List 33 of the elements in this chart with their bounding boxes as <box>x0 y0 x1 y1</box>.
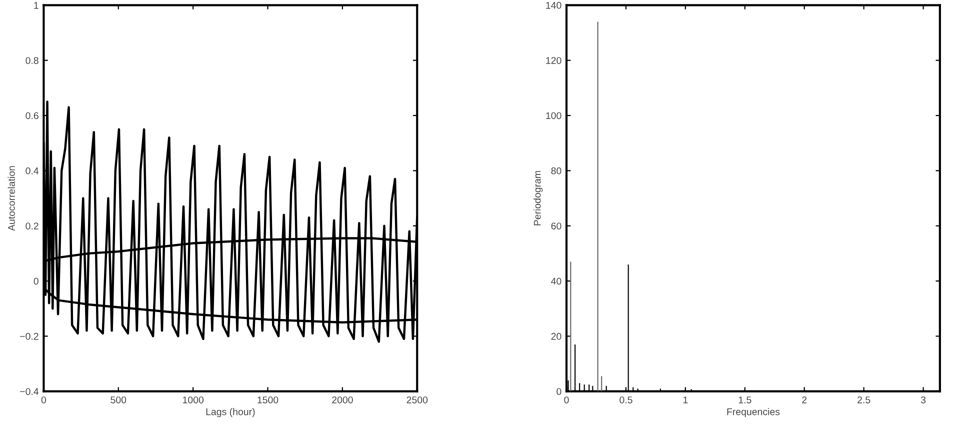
y-tick-label: 0.6 <box>26 112 38 120</box>
y-tick-label: 0.8 <box>26 57 38 64</box>
x-tick-label: 2500 <box>406 396 428 404</box>
x-tick-label: 1000 <box>182 396 204 404</box>
x-axis-title: Lags (hour) <box>206 408 255 418</box>
y-tick-label: 120 <box>546 57 562 64</box>
x-tick-label: 0 <box>41 396 46 404</box>
y-tick-label: 0 <box>34 278 38 285</box>
y-tick-label: −0.4 <box>20 388 39 395</box>
y-tick-label: 20 <box>551 332 562 340</box>
y-tick-label: 80 <box>551 167 562 174</box>
y-tick-label: 0 <box>556 388 562 395</box>
x-axis-title: Frequencies <box>727 408 780 418</box>
x-tick-label: 2000 <box>332 396 353 404</box>
x-tick-label: 500 <box>110 396 126 404</box>
x-tick-label: 1500 <box>258 396 278 404</box>
x-tick-label: 2.5 <box>858 396 870 404</box>
x-tick-label: 1 <box>683 396 688 404</box>
y-tick-label: 60 <box>551 222 562 230</box>
y-tick-label: 1 <box>34 2 38 9</box>
x-tick-label: 3 <box>920 396 926 404</box>
x-tick-label: 0 <box>564 396 569 404</box>
y-axis-title: Autocorrelation <box>8 166 15 231</box>
x-tick-label: 0.5 <box>620 396 632 404</box>
y-tick-label: 100 <box>546 112 562 120</box>
y-tick-label: 40 <box>551 278 562 285</box>
y-tick-label: −0.2 <box>20 332 38 340</box>
y-tick-label: 0.4 <box>26 167 39 174</box>
y-tick-label: 140 <box>546 2 562 9</box>
y-axis-title: Periodogram <box>534 171 543 226</box>
x-tick-label: 1.5 <box>738 396 752 404</box>
y-tick-label: 0.2 <box>26 222 38 230</box>
x-tick-label: 2 <box>802 396 807 404</box>
